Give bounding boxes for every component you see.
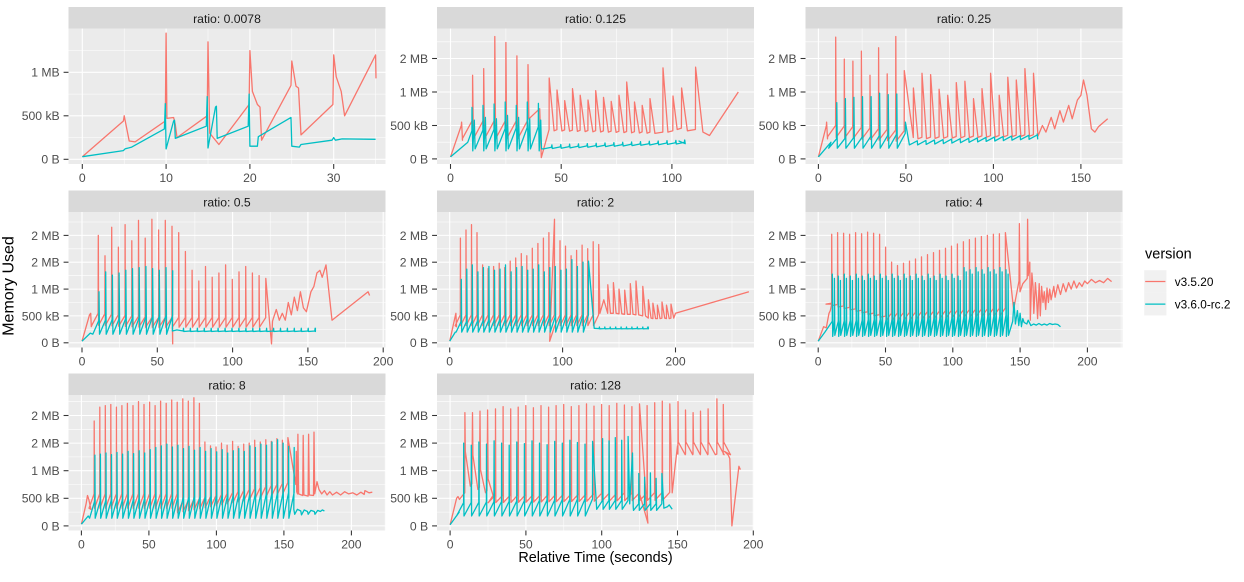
svg-text:2 MB: 2 MB (31, 256, 59, 270)
svg-text:2 MB: 2 MB (31, 409, 59, 423)
svg-text:0: 0 (815, 354, 822, 368)
svg-text:50: 50 (519, 537, 533, 551)
svg-text:200: 200 (373, 354, 394, 368)
svg-text:100: 100 (983, 171, 1004, 185)
svg-text:100: 100 (206, 537, 227, 551)
svg-text:0: 0 (78, 537, 85, 551)
svg-text:0 B: 0 B (410, 519, 428, 533)
svg-text:100: 100 (552, 354, 573, 368)
svg-text:500 kB: 500 kB (759, 309, 797, 323)
svg-text:ratio: 4: ratio: 4 (945, 196, 982, 210)
svg-text:0: 0 (79, 171, 86, 185)
svg-text:50: 50 (879, 354, 893, 368)
svg-text:ratio: 0.5: ratio: 0.5 (203, 196, 251, 210)
svg-text:2 MB: 2 MB (400, 409, 428, 423)
svg-text:version: version (1145, 247, 1192, 263)
svg-text:2 MB: 2 MB (400, 52, 428, 66)
svg-text:100: 100 (662, 171, 683, 185)
svg-text:50: 50 (142, 537, 156, 551)
svg-text:0: 0 (446, 354, 453, 368)
svg-text:0: 0 (447, 537, 454, 551)
svg-text:500 kB: 500 kB (390, 309, 428, 323)
svg-text:30: 30 (327, 171, 341, 185)
svg-text:0 B: 0 B (410, 336, 428, 350)
svg-text:v3.5.20: v3.5.20 (1175, 275, 1214, 289)
svg-text:1 MB: 1 MB (400, 464, 428, 478)
svg-text:ratio: 128: ratio: 128 (570, 379, 621, 393)
svg-text:150: 150 (1071, 171, 1092, 185)
svg-text:1 MB: 1 MB (31, 464, 59, 478)
svg-text:1 MB: 1 MB (768, 85, 796, 99)
svg-text:150: 150 (274, 537, 295, 551)
svg-text:1 MB: 1 MB (400, 283, 428, 297)
svg-text:ratio: 0.0078: ratio: 0.0078 (193, 12, 261, 26)
svg-text:0: 0 (447, 171, 454, 185)
svg-text:1 MB: 1 MB (31, 283, 59, 297)
svg-text:0 B: 0 B (778, 152, 796, 166)
svg-text:0 B: 0 B (41, 153, 59, 167)
svg-text:2 MB: 2 MB (768, 256, 796, 270)
svg-text:2 MB: 2 MB (400, 229, 428, 243)
svg-text:150: 150 (298, 354, 319, 368)
svg-text:2 MB: 2 MB (400, 256, 428, 270)
svg-text:200: 200 (341, 537, 362, 551)
svg-text:2 MB: 2 MB (31, 229, 59, 243)
svg-text:20: 20 (243, 171, 257, 185)
svg-text:50: 50 (899, 171, 913, 185)
svg-text:500 kB: 500 kB (759, 119, 797, 133)
svg-text:200: 200 (743, 537, 764, 551)
svg-text:500 kB: 500 kB (22, 109, 60, 123)
svg-text:1 MB: 1 MB (31, 66, 59, 80)
svg-text:0 B: 0 B (41, 336, 59, 350)
svg-text:Relative Time (seconds): Relative Time (seconds) (518, 550, 672, 566)
svg-text:ratio: 8: ratio: 8 (208, 379, 245, 393)
svg-text:200: 200 (665, 354, 686, 368)
svg-text:50: 50 (554, 171, 568, 185)
svg-text:0: 0 (79, 354, 86, 368)
svg-text:100: 100 (943, 354, 964, 368)
svg-text:200: 200 (1077, 354, 1098, 368)
svg-text:0 B: 0 B (41, 519, 59, 533)
svg-text:150: 150 (1010, 354, 1031, 368)
svg-text:ratio: 2: ratio: 2 (577, 196, 614, 210)
svg-text:0 B: 0 B (778, 336, 796, 350)
svg-text:500 kB: 500 kB (390, 119, 428, 133)
svg-text:Memory Used: Memory Used (1, 236, 18, 336)
svg-text:ratio: 0.25: ratio: 0.25 (937, 12, 991, 26)
svg-text:50: 50 (151, 354, 165, 368)
svg-text:v3.6.0-rc.2: v3.6.0-rc.2 (1175, 298, 1231, 312)
svg-text:2 MB: 2 MB (400, 437, 428, 451)
svg-text:150: 150 (667, 537, 688, 551)
svg-text:500 kB: 500 kB (22, 309, 60, 323)
svg-text:500 kB: 500 kB (22, 492, 60, 506)
svg-text:500 kB: 500 kB (390, 492, 428, 506)
svg-text:100: 100 (222, 354, 243, 368)
svg-text:1 MB: 1 MB (768, 283, 796, 297)
svg-text:2 MB: 2 MB (31, 437, 59, 451)
svg-text:2 MB: 2 MB (768, 229, 796, 243)
svg-text:ratio: 0.125: ratio: 0.125 (565, 12, 626, 26)
svg-text:0 B: 0 B (410, 152, 428, 166)
svg-text:2 MB: 2 MB (768, 52, 796, 66)
svg-text:0: 0 (815, 171, 822, 185)
svg-text:1 MB: 1 MB (400, 85, 428, 99)
svg-text:100: 100 (592, 537, 613, 551)
svg-text:10: 10 (159, 171, 173, 185)
